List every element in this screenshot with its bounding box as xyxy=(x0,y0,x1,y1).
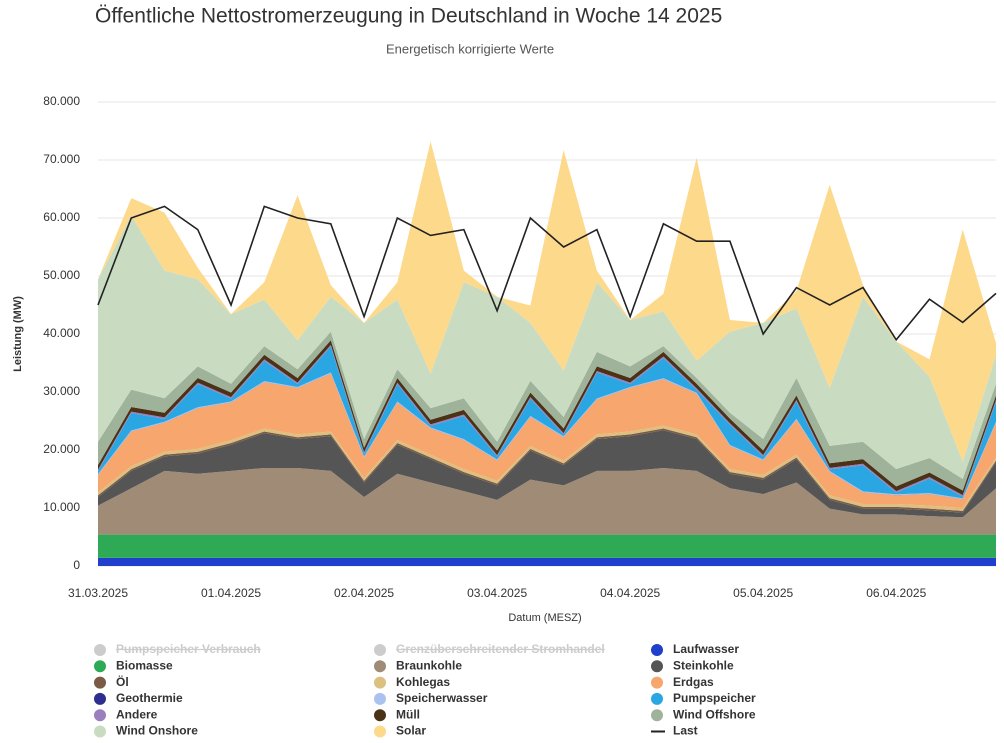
legend-label: Andere xyxy=(116,707,158,721)
x-tick-label: 06.04.2025 xyxy=(866,586,926,600)
legend-label: Geothermie xyxy=(116,691,183,705)
legend-label: Öl xyxy=(116,674,129,689)
legend-symbol xyxy=(651,644,663,656)
legend-label: Laufwasser xyxy=(673,642,739,656)
y-tick-label: 80.000 xyxy=(43,94,80,108)
legend-symbol xyxy=(374,692,386,705)
legend-symbol xyxy=(94,660,106,673)
y-tick-label: 60.000 xyxy=(43,210,80,224)
legend-label: Speicherwasser xyxy=(396,691,488,705)
legend-symbol xyxy=(94,644,106,656)
y-tick-label: 30.000 xyxy=(43,384,80,398)
legend-label: Braunkohle xyxy=(396,658,462,672)
legend-label: Wind Onshore xyxy=(116,724,198,738)
legend-symbol xyxy=(94,709,106,722)
y-tick-label: 20.000 xyxy=(43,442,80,456)
legend-symbol xyxy=(651,692,663,705)
legend-label: Biomasse xyxy=(116,658,173,672)
legend-symbol xyxy=(94,725,106,738)
area xyxy=(98,430,996,518)
x-tick-label: 31.03.2025 xyxy=(68,586,128,600)
y-tick-label: 10.000 xyxy=(43,500,80,514)
legend-symbol xyxy=(94,692,106,705)
legend-label: Müll xyxy=(396,707,420,721)
chart-title: Öffentliche Nettostromerzeugung in Deuts… xyxy=(95,5,722,28)
legend-label: Pumpspeicher xyxy=(673,691,756,705)
y-tick-label: 40.000 xyxy=(43,326,80,340)
legend-label: Grenzüberschreitender Stromhandel xyxy=(396,642,605,656)
legend-symbol xyxy=(651,660,663,673)
x-tick-label: 04.04.2025 xyxy=(600,586,660,600)
legend-label: Wind Offshore xyxy=(673,707,756,721)
legend-label: Solar xyxy=(396,724,426,738)
legend-symbol xyxy=(374,644,386,656)
y-tick-label: 0 xyxy=(73,558,80,572)
legend-label: Erdgas xyxy=(673,675,714,689)
x-tick-label: 05.04.2025 xyxy=(733,586,793,600)
area xyxy=(98,331,996,491)
legend-symbol xyxy=(374,709,386,722)
area xyxy=(98,557,996,566)
legend-symbol xyxy=(94,676,106,689)
chart-subtitle: Energetisch korrigierte Werte xyxy=(386,41,554,56)
legend-symbol xyxy=(374,660,386,673)
legend-label: Last xyxy=(673,724,698,738)
legend-symbol xyxy=(651,676,663,689)
x-tick-label: 01.04.2025 xyxy=(201,586,261,600)
y-tick-label: 70.000 xyxy=(43,152,80,166)
area xyxy=(98,373,996,508)
area xyxy=(98,215,996,479)
x-tick-label: 02.04.2025 xyxy=(334,586,394,600)
y-axis-title: Leistung (MW) xyxy=(12,296,24,372)
line xyxy=(97,205,997,342)
legend-label: Steinkohle xyxy=(673,658,734,672)
legend-symbol xyxy=(374,676,386,689)
legend-label: Pumpspeicher Verbrauch xyxy=(116,642,261,656)
x-axis-title: Datum (MESZ) xyxy=(508,612,581,624)
area xyxy=(98,141,996,462)
y-tick-label: 50.000 xyxy=(43,268,80,282)
legend-symbol xyxy=(374,725,386,738)
legend-symbol xyxy=(651,709,663,722)
legend-label: Kohlegas xyxy=(396,675,450,689)
area xyxy=(98,534,996,558)
x-tick-label: 03.04.2025 xyxy=(467,586,527,600)
area xyxy=(98,346,996,499)
area xyxy=(98,467,996,535)
